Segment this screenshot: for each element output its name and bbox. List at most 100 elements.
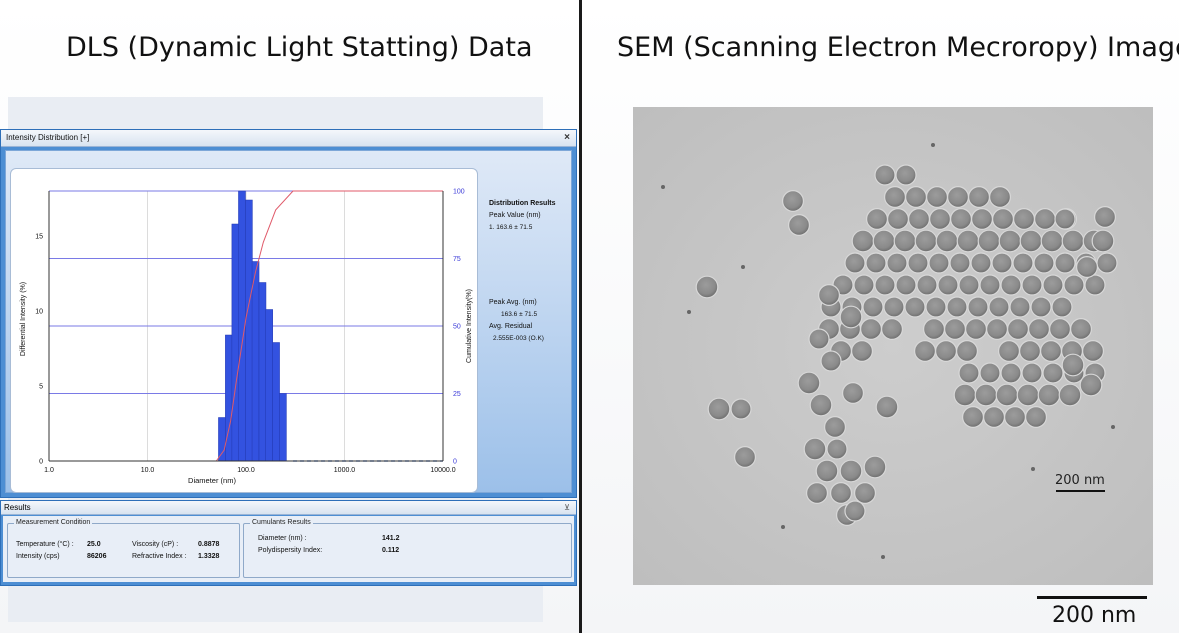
y2-tick-label: 75 (453, 256, 461, 263)
peak-value-label: Peak Value (nm) (489, 212, 541, 219)
histogram-bar (265, 309, 273, 462)
nanoparticle (808, 328, 830, 350)
nanoparticle (1049, 318, 1072, 341)
nanoparticle (1012, 252, 1034, 274)
nanoparticle (1034, 207, 1057, 230)
results-window: Results ⊻ Measurement Condition Temperat… (0, 500, 577, 586)
window-content: 1.0 10.0 100.0 1000.0 10000.0 0 5 10 15 0 25 50 75 10… (5, 150, 572, 493)
nanoparticle (730, 398, 752, 420)
nanoparticle (928, 252, 950, 274)
cumulative-curve (215, 190, 443, 462)
nanoparticle (914, 340, 937, 363)
nanoparticle (866, 207, 889, 230)
nanoparticle (1040, 229, 1064, 253)
nanoparticle (998, 340, 1021, 363)
x-axis-label: Diameter (nm) (188, 476, 236, 485)
nanoparticle (1058, 383, 1082, 407)
histogram-bar (218, 417, 226, 462)
nanoparticle (1061, 353, 1085, 377)
nanoparticle (926, 185, 949, 208)
nanoparticle (844, 252, 866, 274)
peak-value: 1. 163.6 ± 71.5 (489, 224, 533, 231)
nanoparticle (998, 229, 1022, 253)
y-tick-label: 0 (39, 459, 43, 466)
nanoparticle (967, 296, 989, 318)
nanoparticle (818, 284, 841, 307)
nanoparticle (925, 296, 947, 318)
nanoparticle (820, 350, 842, 372)
nanoparticle (865, 252, 887, 274)
nanoparticle (935, 229, 959, 253)
nanoparticle (916, 274, 938, 296)
x-tick-label: 10000.0 (430, 467, 455, 474)
nanoparticle (962, 406, 985, 429)
nanoparticle (905, 185, 928, 208)
diameter-label: Diameter (nm) : (258, 535, 307, 542)
nanoparticle (1051, 296, 1073, 318)
results-title: Results (4, 503, 31, 512)
nanoparticle (1021, 362, 1043, 384)
nanoparticle (707, 397, 731, 421)
nanoparticle (875, 395, 899, 419)
speck (687, 310, 691, 314)
nanoparticle (887, 207, 910, 230)
nanoparticle (1040, 340, 1063, 363)
nanoparticle (1004, 406, 1027, 429)
nanoparticle (914, 229, 938, 253)
nanoparticle (958, 362, 980, 384)
histogram-bar (231, 223, 240, 462)
histogram-bar (225, 334, 233, 462)
nanoparticle (971, 207, 994, 230)
nanoparticle (908, 207, 931, 230)
nanoparticle (1082, 340, 1105, 363)
window-titlebar[interactable]: Intensity Distribution [+] × (1, 130, 576, 147)
sem-image: 200 nm (633, 107, 1153, 585)
nanoparticle (949, 252, 971, 274)
y-tick-label: 15 (35, 234, 43, 241)
pdi-label: Polydispersity Index: (258, 547, 323, 554)
nanoparticle (883, 296, 905, 318)
nanoparticle (872, 229, 896, 253)
nanoparticle (979, 362, 1001, 384)
refractive-index-label: Refractive Index : (132, 553, 187, 560)
nanoparticle (806, 482, 829, 505)
nanoparticle (979, 274, 1001, 296)
nanoparticle (1007, 318, 1030, 341)
speck (1111, 425, 1115, 429)
pin-icon[interactable]: ⊻ (564, 503, 570, 512)
plot-frame: 1.0 10.0 100.0 1000.0 10000.0 0 5 10 15 0 25 50 75 10… (10, 168, 478, 493)
x-tick-label: 100.0 (237, 467, 255, 474)
nanoparticle (1000, 362, 1022, 384)
nanoparticle (815, 459, 839, 483)
nanoparticle (991, 252, 1013, 274)
y-tick-label: 10 (35, 309, 43, 316)
nanoparticle (956, 229, 980, 253)
y-axis-label: Differential Intensity (%) (20, 282, 27, 356)
nanoparticle (968, 185, 991, 208)
nanoparticle (874, 274, 896, 296)
y2-axis-label: Cumulative Intensity(%) (466, 289, 473, 363)
y2-tick-label: 50 (453, 324, 461, 331)
nanoparticle (953, 383, 977, 407)
close-icon[interactable]: × (564, 132, 570, 143)
nanoparticle (1037, 383, 1061, 407)
nanoparticle (874, 164, 896, 186)
cumulants-results-group: Cumulants Results Diameter (nm) : 141.2 … (243, 519, 572, 578)
nanoparticle (782, 189, 805, 212)
measurement-condition-title: Measurement Condition (14, 519, 93, 526)
refractive-index-value: 1.3328 (198, 553, 220, 560)
peak-avg-label: Peak Avg. (nm) (489, 299, 537, 306)
peak-avg-value: 163.6 ± 71.5 (501, 311, 538, 318)
nanoparticle (1096, 252, 1118, 274)
nanoparticle (797, 371, 821, 395)
nanoparticle (844, 500, 866, 522)
nanoparticle (893, 229, 917, 253)
temperature-value: 25.0 (87, 541, 101, 548)
nanoparticle (929, 207, 952, 230)
scale-bar-label: 200 nm (1052, 603, 1137, 628)
nanoparticle (995, 383, 1019, 407)
scale-bar (1037, 596, 1147, 599)
results-titlebar[interactable]: Results ⊻ (1, 501, 576, 515)
nanoparticle (1063, 274, 1085, 296)
nanoparticle (1042, 274, 1064, 296)
